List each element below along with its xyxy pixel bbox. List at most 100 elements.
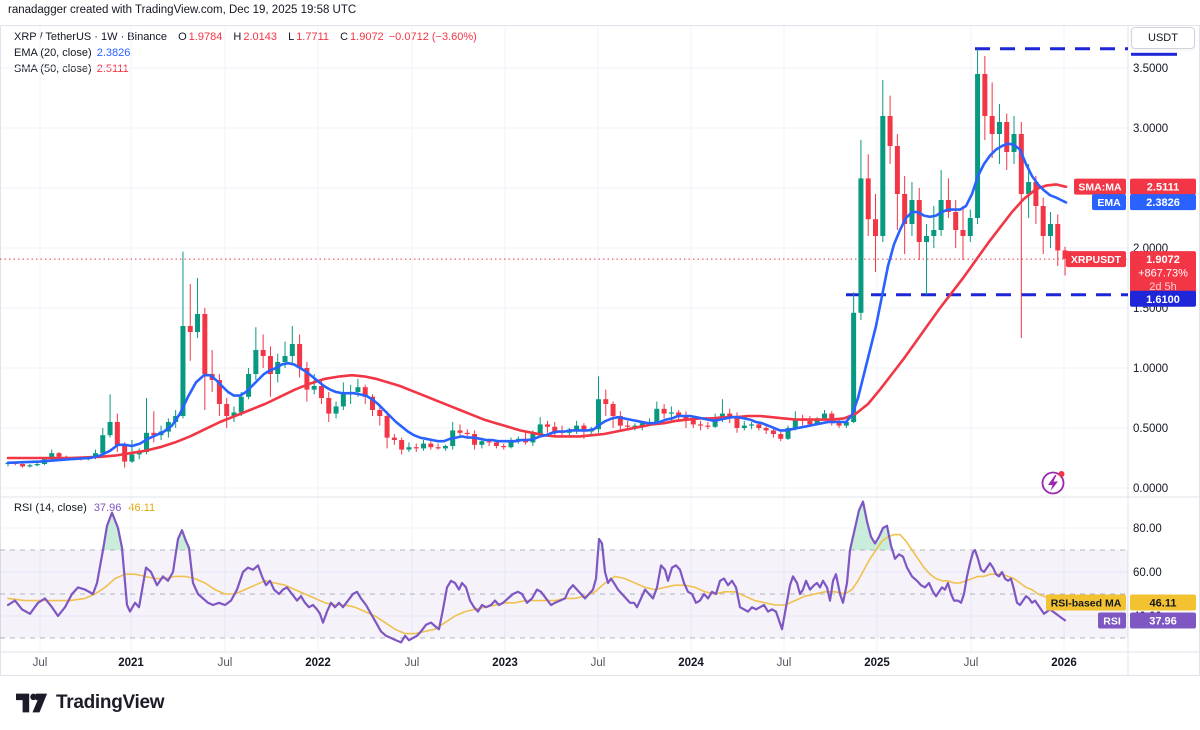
candle xyxy=(661,404,667,419)
axis-tag-value: +867.73% xyxy=(1138,268,1188,280)
candle xyxy=(202,308,208,410)
axis-tag-name: RSI xyxy=(1103,615,1121,627)
price-pane[interactable] xyxy=(0,47,1128,495)
candle-body xyxy=(304,368,310,390)
candle-body xyxy=(224,404,230,416)
candle-body xyxy=(719,413,725,419)
candle xyxy=(595,376,601,433)
candle xyxy=(1011,116,1017,164)
axis-tag-value: 2.5111 xyxy=(1147,182,1179,194)
candle-body xyxy=(996,122,1002,134)
candle-body xyxy=(457,430,463,433)
sma-value: 2.5111 xyxy=(96,63,129,75)
candle xyxy=(654,401,660,424)
axis-tag-name-bg xyxy=(1098,612,1126,629)
candle xyxy=(253,327,259,380)
rsi-current-value: 37.96 xyxy=(93,502,122,514)
level-axis-marker xyxy=(1131,52,1177,56)
candle xyxy=(107,394,113,438)
axis-tag-name-bg xyxy=(1074,178,1126,195)
candle-body xyxy=(486,441,492,443)
candle-body xyxy=(493,442,499,446)
axis-tag-value-bg xyxy=(1130,290,1196,307)
sma-label: SMA (50, close) xyxy=(14,63,92,75)
candle xyxy=(209,350,215,392)
candle-body xyxy=(238,396,244,413)
candle-body xyxy=(938,200,944,230)
candle-body xyxy=(894,146,900,194)
candle xyxy=(457,424,463,438)
open-value: 1.9784 xyxy=(188,31,223,43)
candle-body xyxy=(610,404,616,416)
candle-body xyxy=(931,230,937,236)
close-label: C xyxy=(340,31,349,43)
candle-body xyxy=(916,200,922,242)
flash-boost-icon[interactable] xyxy=(1041,471,1065,495)
candle-body xyxy=(552,426,558,432)
axis-tag-name-bg xyxy=(1092,194,1126,211)
rsi-overbought-fill xyxy=(850,501,893,550)
price-tick-label: 0.5000 xyxy=(1133,423,1168,435)
candle xyxy=(1026,164,1032,218)
candle xyxy=(27,464,33,468)
axis-tag-name-bg xyxy=(1066,251,1126,268)
candle xyxy=(880,80,886,242)
candle-body xyxy=(297,344,303,368)
candle-body xyxy=(632,425,638,427)
candle xyxy=(472,430,478,450)
symbol-title: XRP / TetherUS · 1W · Binance xyxy=(14,31,168,43)
candle-body xyxy=(377,410,383,416)
candle xyxy=(967,209,973,242)
time-axis[interactable]: Jul 2021 Jul 2022 Jul 2023 Jul 2024 Jul 2025 Jul 20… xyxy=(33,657,1077,669)
axis-tag-name: XRPUSDT xyxy=(1071,254,1122,266)
candle-body xyxy=(421,443,427,449)
candle xyxy=(698,420,704,431)
candle-body xyxy=(384,416,390,438)
candle-body xyxy=(1004,122,1010,152)
candle-body xyxy=(668,412,674,414)
price-axis[interactable]: 3.50003.00002.50002.00001.50001.00000.50… xyxy=(1046,52,1196,629)
candle-body xyxy=(843,422,849,426)
candle-body xyxy=(902,194,908,224)
candle xyxy=(603,389,609,416)
candle-body xyxy=(187,326,193,332)
candle-body xyxy=(406,447,412,450)
axis-tag-name: EMA xyxy=(1097,197,1121,209)
candle-body xyxy=(107,422,113,436)
candle xyxy=(377,406,383,426)
candle xyxy=(865,154,871,236)
candle xyxy=(1055,214,1061,266)
rsi-pane[interactable] xyxy=(0,500,1128,644)
candle-body xyxy=(865,178,871,220)
candle-body xyxy=(202,314,208,374)
candle-body xyxy=(821,413,827,419)
axis-tag: RSI 37.96 xyxy=(1098,612,1196,629)
candle-body xyxy=(370,396,375,410)
notification-dot xyxy=(1058,471,1065,477)
candle-body xyxy=(289,344,295,356)
candle-body xyxy=(705,425,711,427)
candle xyxy=(333,401,339,419)
ema-line xyxy=(6,142,1068,465)
candle-body xyxy=(413,447,419,449)
candle-body xyxy=(807,420,813,425)
axis-tag-name: SMA:MA xyxy=(1078,182,1122,194)
candle-body xyxy=(472,434,478,445)
candle xyxy=(705,422,711,430)
tradingview-logo[interactable]: TradingView xyxy=(16,691,165,715)
time-tick-label: 2023 xyxy=(492,657,518,669)
low-label: L xyxy=(288,31,295,43)
candle-body xyxy=(661,408,667,414)
candle xyxy=(916,188,922,260)
candle xyxy=(340,382,346,410)
candle-body xyxy=(975,74,981,218)
candle-body xyxy=(100,435,106,454)
candle-body xyxy=(734,416,740,428)
price-tick-label: 1.0000 xyxy=(1133,363,1168,375)
candle xyxy=(785,425,791,440)
currency-toggle-button[interactable]: USDT xyxy=(1131,27,1195,49)
candle-body xyxy=(690,419,696,425)
time-tick-label: Jul xyxy=(33,657,48,669)
